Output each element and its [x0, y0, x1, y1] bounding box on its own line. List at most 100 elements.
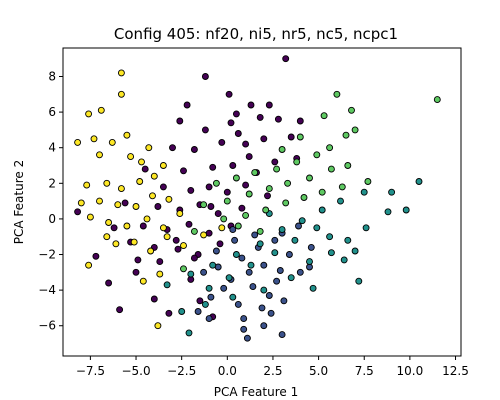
data-point — [121, 199, 129, 207]
data-point — [360, 188, 368, 196]
y-tick-label: 8 — [48, 69, 56, 83]
data-point — [132, 268, 140, 276]
data-point — [156, 258, 164, 266]
data-point — [139, 277, 147, 285]
data-point — [116, 306, 124, 314]
data-point — [313, 224, 321, 232]
data-point — [265, 292, 273, 299]
data-point — [245, 268, 253, 276]
data-point — [180, 167, 187, 175]
data-point — [85, 261, 93, 269]
data-point — [300, 194, 308, 201]
data-point — [180, 265, 187, 273]
data-point — [333, 90, 341, 98]
data-point — [402, 206, 410, 214]
data-point — [273, 277, 281, 285]
data-point — [260, 286, 268, 294]
data-point — [216, 240, 224, 248]
data-point — [271, 249, 279, 257]
data-point — [187, 186, 195, 194]
data-point — [238, 254, 246, 262]
data-point — [287, 133, 295, 141]
data-point — [238, 204, 246, 212]
data-point — [196, 297, 204, 305]
data-point — [234, 300, 242, 308]
data-point — [194, 308, 202, 315]
data-point — [232, 251, 240, 258]
data-point — [351, 126, 359, 134]
data-point — [280, 297, 288, 305]
data-point — [159, 224, 167, 232]
data-point — [284, 179, 292, 187]
data-point — [201, 300, 209, 308]
data-point — [256, 113, 264, 121]
data-point — [74, 138, 82, 146]
data-point — [97, 106, 105, 114]
data-point — [180, 242, 187, 250]
data-point — [149, 192, 156, 200]
y-tick-label: 2 — [48, 176, 56, 190]
data-point — [295, 222, 302, 230]
data-point — [85, 110, 93, 118]
data-point — [225, 90, 233, 98]
data-point — [134, 256, 142, 264]
data-point — [296, 268, 304, 276]
y-tick-label: −2 — [38, 248, 56, 262]
x-tick-label: 10.0 — [397, 364, 424, 378]
data-point — [103, 179, 111, 187]
data-point — [105, 279, 113, 287]
data-point — [351, 247, 359, 255]
data-point — [285, 251, 293, 258]
data-point — [154, 322, 162, 330]
data-point — [362, 224, 370, 232]
data-point — [291, 236, 299, 244]
data-point — [337, 197, 344, 205]
data-point — [271, 158, 279, 166]
data-point — [156, 270, 164, 278]
points-layer — [74, 55, 441, 342]
data-point — [117, 69, 125, 77]
data-point — [201, 126, 209, 134]
data-point — [242, 211, 250, 219]
data-point — [154, 203, 162, 210]
data-point — [209, 261, 217, 269]
data-point — [163, 233, 171, 241]
data-point — [243, 334, 251, 342]
data-point — [227, 119, 235, 127]
data-point — [240, 325, 248, 333]
data-point — [218, 224, 226, 232]
data-point — [225, 274, 233, 282]
data-point — [232, 174, 240, 182]
data-point — [74, 208, 82, 216]
data-point — [267, 309, 275, 317]
plot-area-frame — [62, 47, 462, 357]
data-point — [242, 181, 250, 189]
x-tick-label: 2.5 — [263, 364, 282, 378]
data-point — [282, 199, 290, 207]
data-point — [256, 227, 264, 235]
x-tick-label: −2.5 — [167, 364, 196, 378]
data-point — [415, 178, 423, 185]
y-tick-label: 4 — [48, 141, 56, 155]
data-point — [143, 215, 151, 223]
data-point — [207, 293, 215, 301]
data-point — [169, 144, 176, 152]
data-point — [342, 131, 350, 139]
data-point — [123, 222, 131, 230]
data-point — [123, 131, 131, 139]
data-point — [223, 188, 231, 196]
data-point — [388, 188, 396, 196]
data-point — [245, 153, 253, 161]
data-point — [273, 165, 281, 173]
data-point — [145, 144, 153, 152]
data-point — [344, 236, 352, 244]
data-point — [274, 115, 282, 123]
data-point — [159, 162, 167, 169]
data-point — [209, 163, 217, 171]
data-point — [293, 158, 301, 166]
data-point — [327, 165, 335, 173]
data-point — [163, 281, 171, 289]
data-point — [278, 331, 286, 339]
data-point — [264, 192, 271, 200]
